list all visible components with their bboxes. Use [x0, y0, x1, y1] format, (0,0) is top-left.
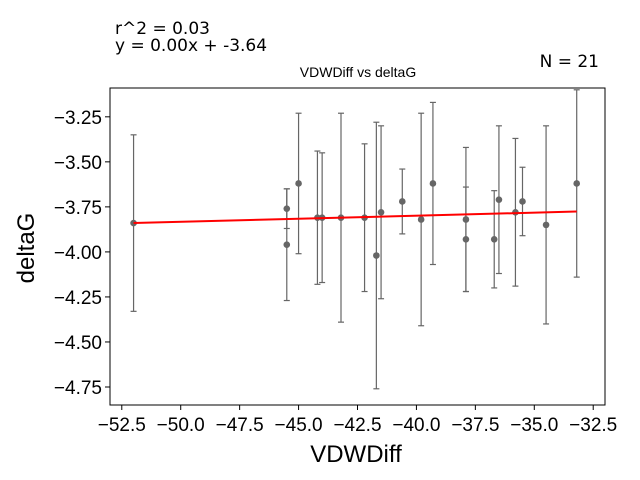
data-point — [429, 180, 437, 187]
y-tick-label: −4.25 — [54, 288, 102, 309]
x-tick-label: −35.0 — [510, 415, 558, 436]
data-point — [573, 180, 581, 187]
x-tick-label: −45.0 — [275, 415, 323, 436]
point-layer — [130, 180, 581, 259]
x-tick-label: −42.5 — [333, 415, 381, 436]
y-tick-label: −3.25 — [54, 108, 102, 129]
x-tick-label: −50.0 — [157, 415, 205, 436]
y-tick-label: −4.00 — [54, 243, 102, 264]
y-axis: −3.25 −3.50 −3.75 −4.00 −4.25 −4.50 −4.75 — [54, 108, 110, 399]
data-point — [377, 208, 385, 216]
data-point — [398, 198, 406, 205]
x-tick-label: −40.0 — [392, 415, 440, 436]
x-tick-label: −32.5 — [569, 415, 617, 436]
plot-frame — [109, 87, 606, 406]
fit-line — [133, 210, 577, 225]
y-axis-label: deltaG — [13, 213, 40, 284]
y-tick-label: −3.75 — [54, 198, 102, 219]
r-squared-annotation: r^2 = 0.03 — [115, 19, 210, 39]
x-axis-label: VDWDiff — [310, 441, 402, 468]
data-point — [495, 196, 503, 203]
y-tick-label: −4.75 — [54, 378, 102, 399]
plot-area — [109, 87, 606, 406]
errorbar-layer — [130, 89, 580, 390]
data-point — [490, 235, 498, 243]
x-axis: −52.5 −50.0 −47.5 −45.0 −42.5 −40.0 −37.5 −35.0… — [98, 405, 617, 436]
x-tick-label: −47.5 — [216, 415, 264, 436]
data-point — [373, 252, 380, 259]
data-point — [417, 216, 425, 223]
data-point — [130, 219, 137, 227]
y-tick-label: −4.50 — [54, 333, 102, 354]
data-point — [283, 241, 291, 248]
data-point — [519, 198, 526, 205]
regression-equation: y = 0.00x + -3.64 — [115, 36, 268, 56]
chart-title: VDWDiff vs deltaG — [300, 64, 416, 80]
y-tick-label: −3.50 — [54, 153, 102, 174]
data-point — [295, 180, 302, 187]
x-tick-label: −52.5 — [98, 415, 146, 436]
data-point — [542, 221, 550, 229]
data-point — [462, 216, 470, 223]
data-point — [462, 235, 470, 243]
x-tick-label: −37.5 — [451, 415, 499, 436]
sample-count: N = 21 — [539, 52, 599, 72]
data-point — [283, 205, 291, 212]
